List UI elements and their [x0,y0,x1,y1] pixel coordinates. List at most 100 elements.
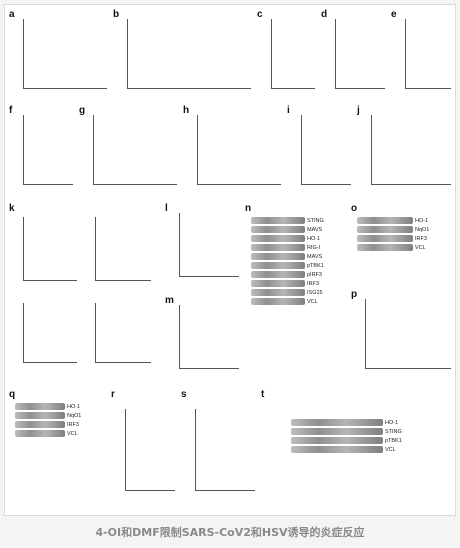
plot-area [301,115,351,185]
panel-letter: m [165,295,174,306]
blot-band-label: pTBK1 [307,263,324,269]
panel-letter: q [9,389,16,400]
panel-a: a [9,9,109,101]
plot-area [335,19,385,89]
blot-band [15,412,65,419]
panel-letter: s [181,389,187,400]
blot-band [251,217,305,224]
panel-letter: k [9,203,15,214]
blot-band-label: STING [385,429,402,435]
blot-band [357,226,413,233]
panel-m: m [165,295,241,381]
blot-band [15,403,65,410]
blot-band [357,217,413,224]
blot-band-label: pIRF3 [307,272,322,278]
blot-band-label: VCL [385,447,396,453]
blot-band [291,446,383,453]
figure: a b c d e f g h i j k [4,4,456,516]
panel-e: e [391,9,453,101]
blot-band-label: VCL [415,245,426,251]
panel-c: c [257,9,317,101]
panel-q: q HO-1 NqO1 IRF3 VCL [9,389,105,513]
panel-letter: r [111,389,115,400]
blot-band [15,430,65,437]
panel-p: p [351,289,453,381]
plot-area [179,213,239,277]
western-blot [251,217,305,377]
blot-band-label: VCL [307,299,318,305]
panel-letter: f [9,105,13,116]
plot-area [365,299,451,369]
plot-area [23,19,107,89]
blot-band [357,235,413,242]
blot-band-label: STING [307,218,324,224]
plot-area [23,217,77,281]
blot-band-label: MAVS [307,254,323,260]
blot-band [291,419,383,426]
blot-band-label: VCL [67,431,78,437]
blot-labels: HO-1 STING pTBK1 VCL [385,419,423,455]
plot-area [179,305,239,369]
blot-band [251,298,305,305]
panel-d: d [321,9,387,101]
blot-band-label: ISG15 [307,290,323,296]
blot-band-label: HO-1 [385,420,399,426]
panel-r: r [111,389,177,513]
blot-band [251,271,305,278]
panel-g: g [79,105,179,197]
plot-area [371,115,451,185]
blot-band-label: MAVS [307,227,323,233]
blot-band-label: NqO1 [67,413,82,419]
panel-letter: p [351,289,358,300]
plot-area [405,19,451,89]
plot-area [195,409,255,491]
plot-area [95,217,151,281]
panel-b: b [113,9,253,101]
blot-labels: HO-1 NqO1 IRF3 VCL [415,217,453,253]
blot-band [251,262,305,269]
panel-letter: a [9,9,15,20]
blot-band-label: IRF3 [415,236,427,242]
plot-area [23,115,73,185]
panel-letter: e [391,9,397,20]
panel-letter: g [79,105,86,116]
panel-s: s [181,389,257,513]
blot-band [251,226,305,233]
blot-band [357,244,413,251]
plot-area [93,115,177,185]
plot-area [127,19,251,89]
blot-band-label: NqO1 [415,227,430,233]
panel-letter: j [357,105,360,116]
panel-l: l [165,203,241,289]
blot-band [251,289,305,296]
blot-labels: HO-1 NqO1 IRF3 VCL [67,403,105,439]
blot-band [251,253,305,260]
panel-i: i [287,105,353,197]
blot-band-label: RIG-I [307,245,321,251]
blot-band-label: HO-1 [67,404,81,410]
blot-band-label: HO-1 [415,218,429,224]
blot-band [251,280,305,287]
panel-letter: d [321,9,328,20]
panel-n: n STING MAVS HO-1 RIG-I MAVS pTBK1 pIRF3 IRF3 IS… [245,203,345,381]
blot-band [251,235,305,242]
blot-band-label: IRF3 [307,281,319,287]
panel-f: f [9,105,75,197]
panel-letter: b [113,9,120,20]
blot-band-label: HO-1 [307,236,321,242]
panel-letter: i [287,105,290,116]
western-blot [291,419,383,483]
panel-o: o HO-1 NqO1 IRF3 VCL [351,203,453,285]
plot-area [271,19,315,89]
blot-band [251,244,305,251]
plot-area [95,303,151,363]
blot-band-label: IRF3 [67,422,79,428]
panel-letter: t [261,389,265,400]
panel-t: t HO-1 STING pTBK1 VCL [261,389,453,513]
panel-letter: o [351,203,358,214]
blot-band [291,428,383,435]
plot-area [23,303,77,363]
panel-j: j [357,105,453,197]
western-blot [15,403,65,509]
panel-letter: c [257,9,263,20]
